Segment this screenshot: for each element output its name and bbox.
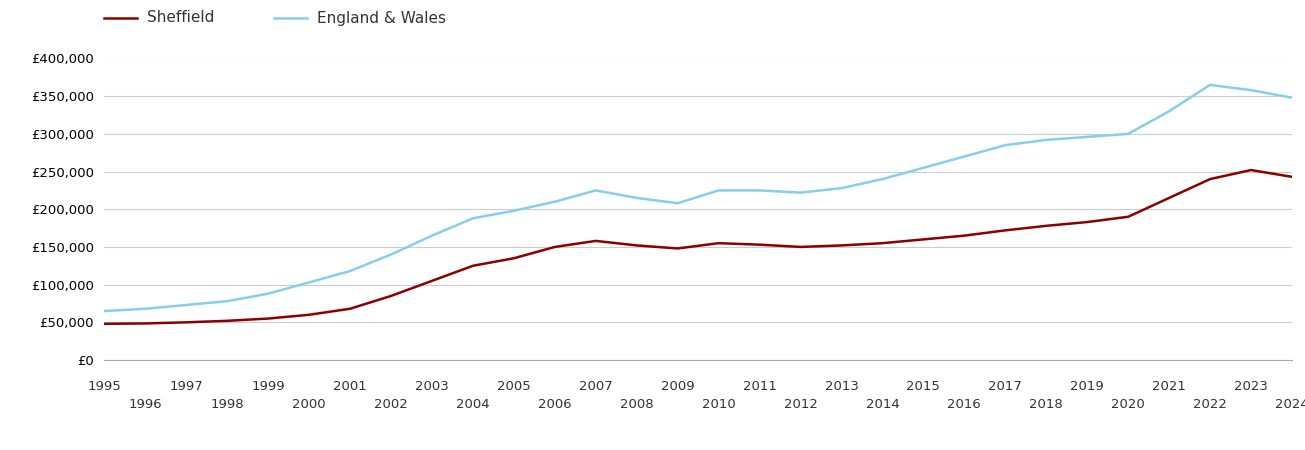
- Text: 2010: 2010: [702, 398, 736, 411]
- Text: 2004: 2004: [457, 398, 489, 411]
- Text: 2013: 2013: [825, 380, 859, 393]
- Text: 2009: 2009: [660, 380, 694, 393]
- Text: 2019: 2019: [1070, 380, 1104, 393]
- Text: 2017: 2017: [988, 380, 1022, 393]
- Text: 1998: 1998: [210, 398, 244, 411]
- Text: 2005: 2005: [497, 380, 531, 393]
- Text: 2014: 2014: [865, 398, 899, 411]
- Text: 2008: 2008: [620, 398, 654, 411]
- Text: Sheffield: Sheffield: [147, 10, 215, 26]
- Text: 2024: 2024: [1275, 398, 1305, 411]
- Text: 2007: 2007: [579, 380, 612, 393]
- Text: 2021: 2021: [1152, 380, 1186, 393]
- Text: 1997: 1997: [170, 380, 204, 393]
- Text: 2011: 2011: [743, 380, 776, 393]
- Text: 1995: 1995: [87, 380, 121, 393]
- Text: England & Wales: England & Wales: [317, 10, 446, 26]
- Text: 1999: 1999: [252, 380, 284, 393]
- Text: 2022: 2022: [1193, 398, 1227, 411]
- Text: 2006: 2006: [538, 398, 572, 411]
- Text: 2018: 2018: [1030, 398, 1064, 411]
- Text: 2020: 2020: [1112, 398, 1144, 411]
- Text: 2000: 2000: [292, 398, 326, 411]
- Text: 2023: 2023: [1235, 380, 1268, 393]
- Text: 1996: 1996: [128, 398, 162, 411]
- Text: 2002: 2002: [375, 398, 408, 411]
- Text: 2016: 2016: [947, 398, 981, 411]
- Text: 2001: 2001: [333, 380, 367, 393]
- Text: 2015: 2015: [907, 380, 941, 393]
- Text: 2012: 2012: [783, 398, 817, 411]
- Text: 2003: 2003: [415, 380, 449, 393]
